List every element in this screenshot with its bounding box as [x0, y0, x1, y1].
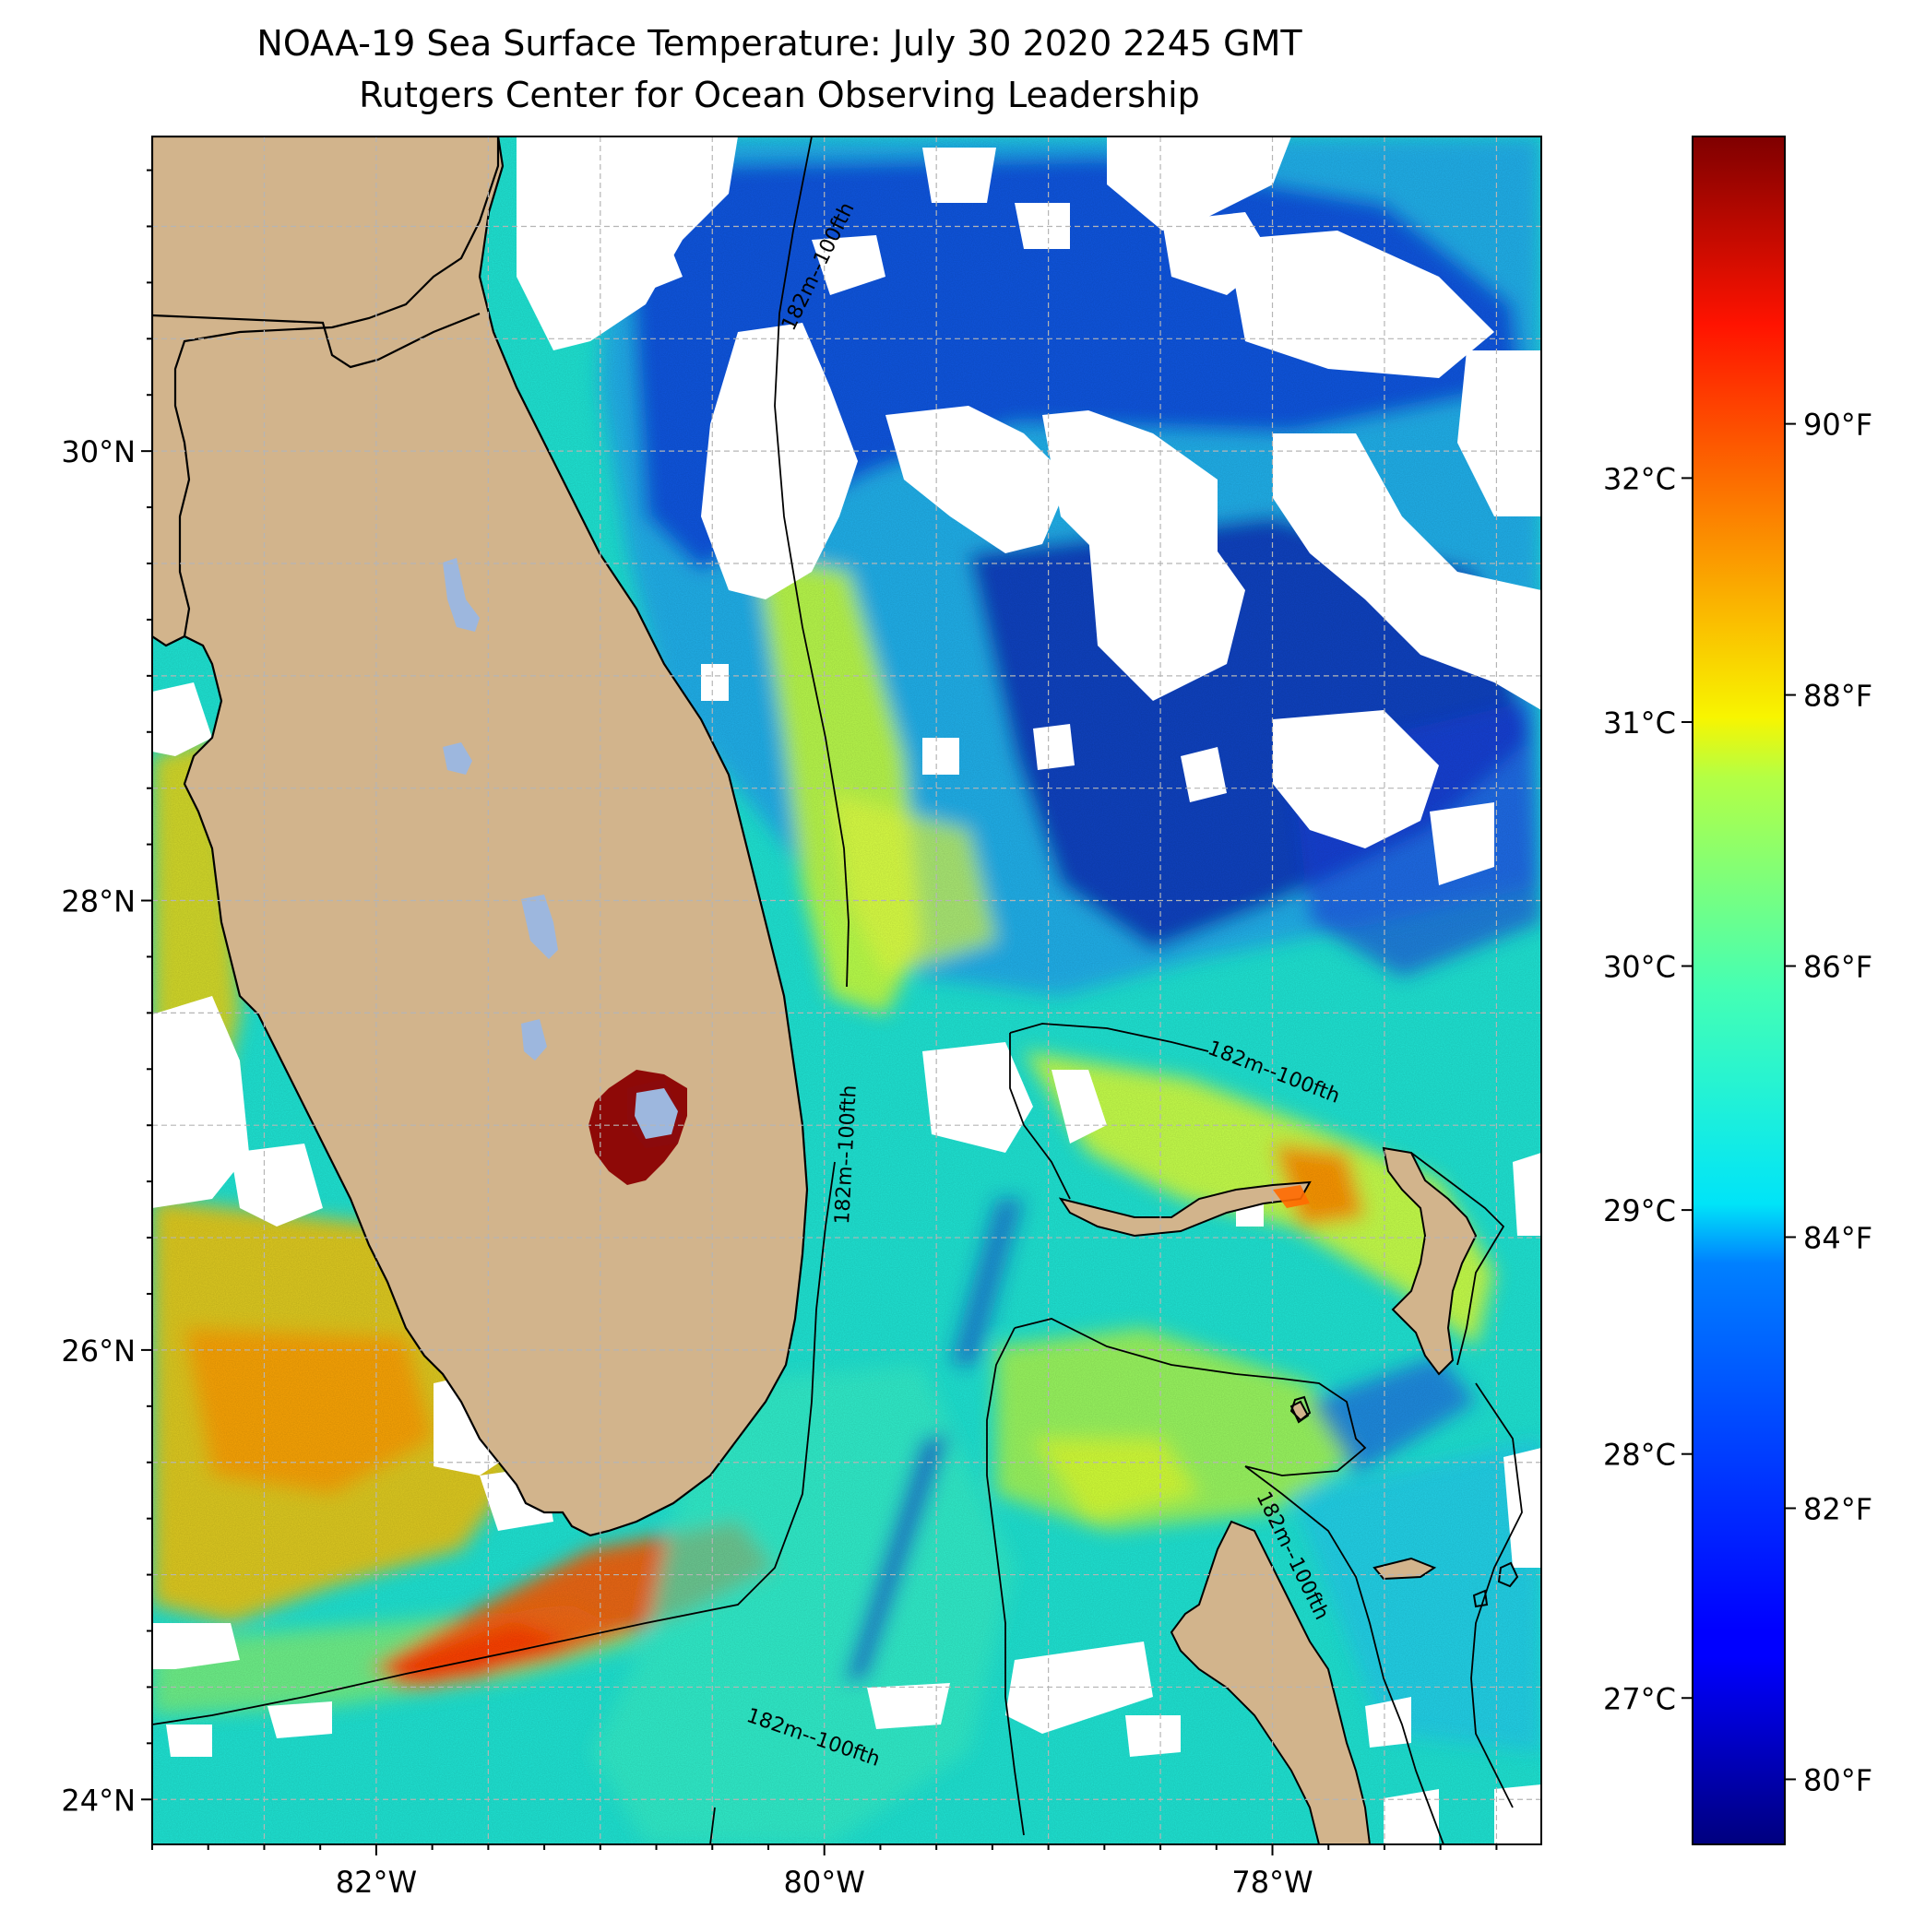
- lake-istokpoga: [521, 1019, 547, 1061]
- celsius-tick-label: 31°C: [1603, 705, 1676, 741]
- lon-tick-label: 82°W: [336, 1865, 417, 1900]
- small-island-ring-2: [1472, 1589, 1489, 1608]
- lon-tick-label: 80°W: [784, 1865, 865, 1900]
- florida-land: [152, 136, 809, 1537]
- map-frame: [151, 136, 1542, 1845]
- colorbar-ticks: 27°C 28°C 29°C 30°C 31°C 32°C 80°F 82°F 84°F 86°F…: [1603, 408, 1872, 1798]
- figure-subtitle: Rutgers Center for Ocean Observing Leade…: [359, 75, 1200, 115]
- celsius-tick-label: 28°C: [1603, 1438, 1676, 1473]
- celsius-tick-label: 29°C: [1603, 1193, 1676, 1228]
- fahrenheit-tick-label: 84°F: [1803, 1221, 1872, 1256]
- georgia-land: [152, 136, 500, 647]
- lat-tick-label: 30°N: [61, 434, 136, 469]
- okeechobee-center: [635, 1088, 678, 1139]
- lat-tick-label: 26°N: [61, 1333, 136, 1369]
- contour-tongue-east: [1470, 1382, 1523, 1808]
- contour-east-florida-north: [774, 136, 850, 988]
- fahrenheit-tick-label: 90°F: [1803, 408, 1872, 443]
- bathymetry-contours: [152, 136, 1523, 1844]
- contour-bahama-north-2: [1410, 1152, 1505, 1366]
- andros-land: [1170, 1520, 1372, 1844]
- lat-tick-label: 28°N: [61, 884, 136, 919]
- celsius-tick-label: 30°C: [1603, 950, 1676, 985]
- grand-bahama-warm-patch: [1273, 1185, 1310, 1208]
- colorbar: 27°C 28°C 29°C 30°C 31°C 32°C 80°F 82°F 84°F 86°F…: [1603, 136, 1872, 1845]
- bimini-contour: [1289, 1395, 1312, 1422]
- lat-tick-label: 24°N: [61, 1783, 136, 1818]
- small-island-ring: [1497, 1561, 1519, 1588]
- lon-tick-label: 78°W: [1231, 1865, 1313, 1900]
- contour-bank-west-edge: [986, 1327, 1025, 1836]
- abaco-land: [1382, 1146, 1478, 1376]
- figure-title: NOAA-19 Sea Surface Temperature: July 30…: [256, 23, 1302, 64]
- contour-bahama-bank: [1014, 1318, 1367, 1476]
- contour-bahama-north-1: [1009, 1023, 1209, 1052]
- map-area: 182m--100fth 182m--100fth 182m--100fth 1…: [152, 136, 1541, 1844]
- fahrenheit-tick-label: 80°F: [1803, 1762, 1872, 1797]
- contour-tongue-west: [1244, 1465, 1444, 1844]
- colorbar-gradient: [1692, 136, 1786, 1845]
- fahrenheit-tick-label: 82°F: [1803, 1491, 1872, 1526]
- contour-florida-straits: [152, 1161, 836, 1725]
- fahrenheit-tick-label: 86°F: [1803, 950, 1872, 985]
- celsius-tick-label: 32°C: [1603, 461, 1676, 496]
- map-axes: 30°N 28°N 26°N 24°N 82°W 80°W 78°W: [61, 169, 1498, 1900]
- contour-cuba-stub: [709, 1807, 716, 1844]
- lake-george: [443, 558, 480, 632]
- lake-kissimmee: [521, 895, 558, 959]
- grand-bahama-land: [1058, 1180, 1312, 1238]
- gridlines: [152, 136, 1541, 1844]
- contour-grand-bahama-west: [1009, 1033, 1071, 1200]
- fahrenheit-tick-label: 88°F: [1803, 679, 1872, 714]
- lake-apopka: [443, 742, 472, 775]
- berry-islands: [1372, 1557, 1437, 1581]
- celsius-tick-label: 27°C: [1603, 1681, 1676, 1716]
- state-border: [152, 312, 481, 369]
